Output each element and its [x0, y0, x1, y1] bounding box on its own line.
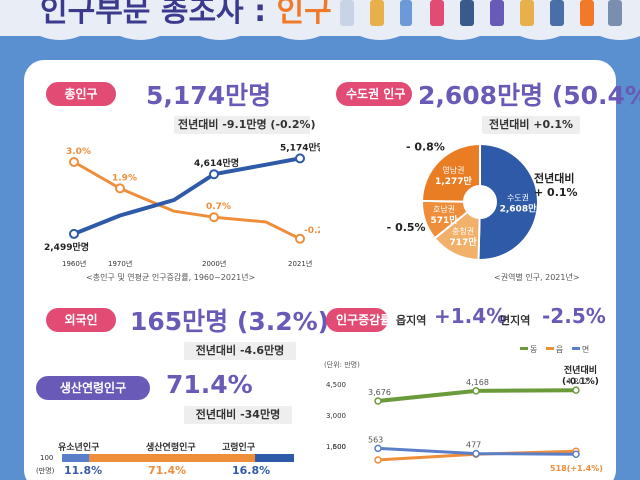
- total-population-change: 전년대비 -9.1만명 (-0.2%): [174, 116, 316, 134]
- growth-rate-label: -0.2%: [304, 226, 320, 236]
- total-population-point: [69, 228, 79, 239]
- content-board: 총인구 5,174만명 전년대비 -9.1만명 (-0.2%) 3.0% 1.9%…: [24, 60, 640, 480]
- growth-legend: 동 읍 면: [514, 344, 589, 355]
- myeon-label: 면지역: [500, 314, 531, 327]
- pie-slice-change: - 0.1%: [426, 266, 465, 268]
- growth-y-tick: 3,000: [326, 412, 346, 420]
- growth-series-point: [572, 450, 580, 458]
- legend-dong-label: 동: [530, 345, 538, 354]
- eup-value: +1.4%: [434, 304, 507, 328]
- growth-rate-point: [295, 233, 305, 244]
- bar-category-youth: 유소년인구: [58, 443, 100, 453]
- growth-series-point: [472, 387, 480, 395]
- pie-slice-value: 717만: [450, 236, 478, 248]
- growth-rate-label: 0.7%: [206, 202, 231, 212]
- growth-eup-annotation: 518(+1.4%): [550, 464, 603, 473]
- pie-slice-change: - 0.5%: [387, 221, 426, 234]
- total-chart-x-tick: 1960년: [62, 259, 86, 268]
- capital-population-pill: 수도권 인구: [336, 82, 412, 106]
- growth-series-label: 3,676: [368, 388, 391, 397]
- legend-myeon-swatch: [571, 347, 580, 350]
- legend-eup-label: 읍: [555, 345, 564, 354]
- foreigner-change: 전년대비 -4.6만명: [184, 342, 296, 360]
- total-chart-x-tick: 2000년: [202, 259, 226, 268]
- total-population-label: 4,614만명: [194, 157, 239, 169]
- growth-y-tick: 1,500: [326, 443, 346, 451]
- working-age-change: 전년대비 -34만명: [184, 406, 292, 424]
- pie-slice-name: 수도권: [507, 192, 529, 202]
- total-chart-x-tick: 1970년: [108, 259, 132, 268]
- total-population-value: 5,174만명: [146, 81, 272, 110]
- foreigner-value: 165만명 (3.2%): [130, 307, 330, 336]
- header-wave: [0, 28, 640, 40]
- total-chart-x-tick: 2021년: [288, 259, 312, 268]
- growth-series-point: [374, 444, 382, 453]
- capital-side-note: 전년대비 + 0.1%: [534, 172, 578, 199]
- growth-annotation: 전년대비 (-0.1%): [562, 366, 599, 387]
- growth-rate-label: 1.9%: [112, 173, 137, 183]
- pie-slice-value: 1,277만: [435, 175, 472, 187]
- growth-rate-line: [73, 160, 301, 241]
- growth-rate-point: [115, 183, 125, 194]
- growth-series-point: [472, 449, 480, 458]
- growth-y-tick: 600: [333, 443, 346, 451]
- capital-population-change: 전년대비 +0.1%: [482, 116, 580, 134]
- growth-series-label: 477: [466, 441, 481, 450]
- growth-series-point: [374, 456, 382, 464]
- working-age-value: 71.4%: [166, 370, 253, 399]
- legend-eup-swatch: [545, 347, 554, 350]
- bar-category-elderly: 고령인구: [222, 443, 256, 453]
- bar-value-elderly: 16.8%: [232, 464, 271, 477]
- composition-bar-segment: [89, 454, 256, 462]
- bar-y-max: 100: [40, 454, 54, 462]
- growth-rate-pill: 인구증감률: [326, 308, 391, 332]
- total-population-point: [209, 169, 219, 180]
- growth-unit: (단위: 만명): [324, 361, 360, 369]
- total-population-line-chart: 3.0% 1.9% 0.7% -0.2% 2,499만명 4,614만명 5,174만명 19…: [44, 142, 320, 268]
- myeon-value: -2.5%: [542, 304, 606, 328]
- working-age-stacked-bar: [62, 454, 294, 462]
- pie-slice-name: 호남권: [433, 204, 455, 214]
- pie-slice: [477, 142, 539, 261]
- growth-series-label: 4,168: [466, 378, 489, 387]
- pie-slice-value: 2,608만: [500, 202, 537, 214]
- bar-unit: (만명): [36, 467, 55, 475]
- legend-dong-swatch: [520, 347, 528, 350]
- pie-slice-value: 571만: [430, 214, 458, 226]
- total-population-point: [295, 153, 305, 164]
- working-age-pill: 생산연령인구: [36, 376, 150, 400]
- growth-series-point: [572, 386, 580, 394]
- bar-category-working: 생산연령인구: [146, 443, 196, 453]
- growth-y-tick: 4,500: [326, 381, 346, 389]
- pie-slice-name: 영남권: [442, 165, 464, 175]
- eup-label: 읍지역: [396, 314, 427, 327]
- legend-myeon-label: 면: [581, 345, 590, 354]
- growth-series-label: 563: [368, 435, 383, 444]
- pie-slice: [420, 142, 481, 203]
- composition-bar-segment: [62, 454, 90, 462]
- bar-value-youth: 11.8%: [64, 464, 103, 477]
- total-population-label: 5,174만명: [280, 142, 320, 153]
- growth-rate-label: 3.0%: [66, 147, 91, 157]
- capital-population-value: 2,608만명 (50.4%): [418, 81, 640, 110]
- pie-slice-change: - 0.8%: [406, 140, 445, 153]
- regional-population-caption: <권역별 인구, 2021년>: [494, 273, 580, 282]
- growth-rate-point: [209, 212, 219, 223]
- people-illustration: [340, 0, 622, 26]
- pie-slice-name: 충청권: [452, 226, 474, 236]
- foreigner-pill: 외국인: [46, 308, 116, 332]
- total-population-pill: 총인구: [46, 82, 116, 106]
- growth-rate-point: [69, 157, 79, 167]
- bar-value-working: 71.4%: [148, 464, 187, 477]
- header-band: 인구부문 총조사 : 인구: [0, 0, 640, 36]
- composition-bar-segment: [255, 454, 294, 462]
- total-population-caption: <총인구 및 연평균 인구증감률, 1960~2021년>: [86, 273, 256, 282]
- growth-series-point: [374, 397, 382, 405]
- total-population-label: 2,499만명: [44, 241, 89, 253]
- growth-series-label: 4,202: [566, 377, 589, 386]
- total-population-line: [73, 156, 301, 236]
- page-title: 인구부문 총조사 : 인구: [40, 0, 332, 29]
